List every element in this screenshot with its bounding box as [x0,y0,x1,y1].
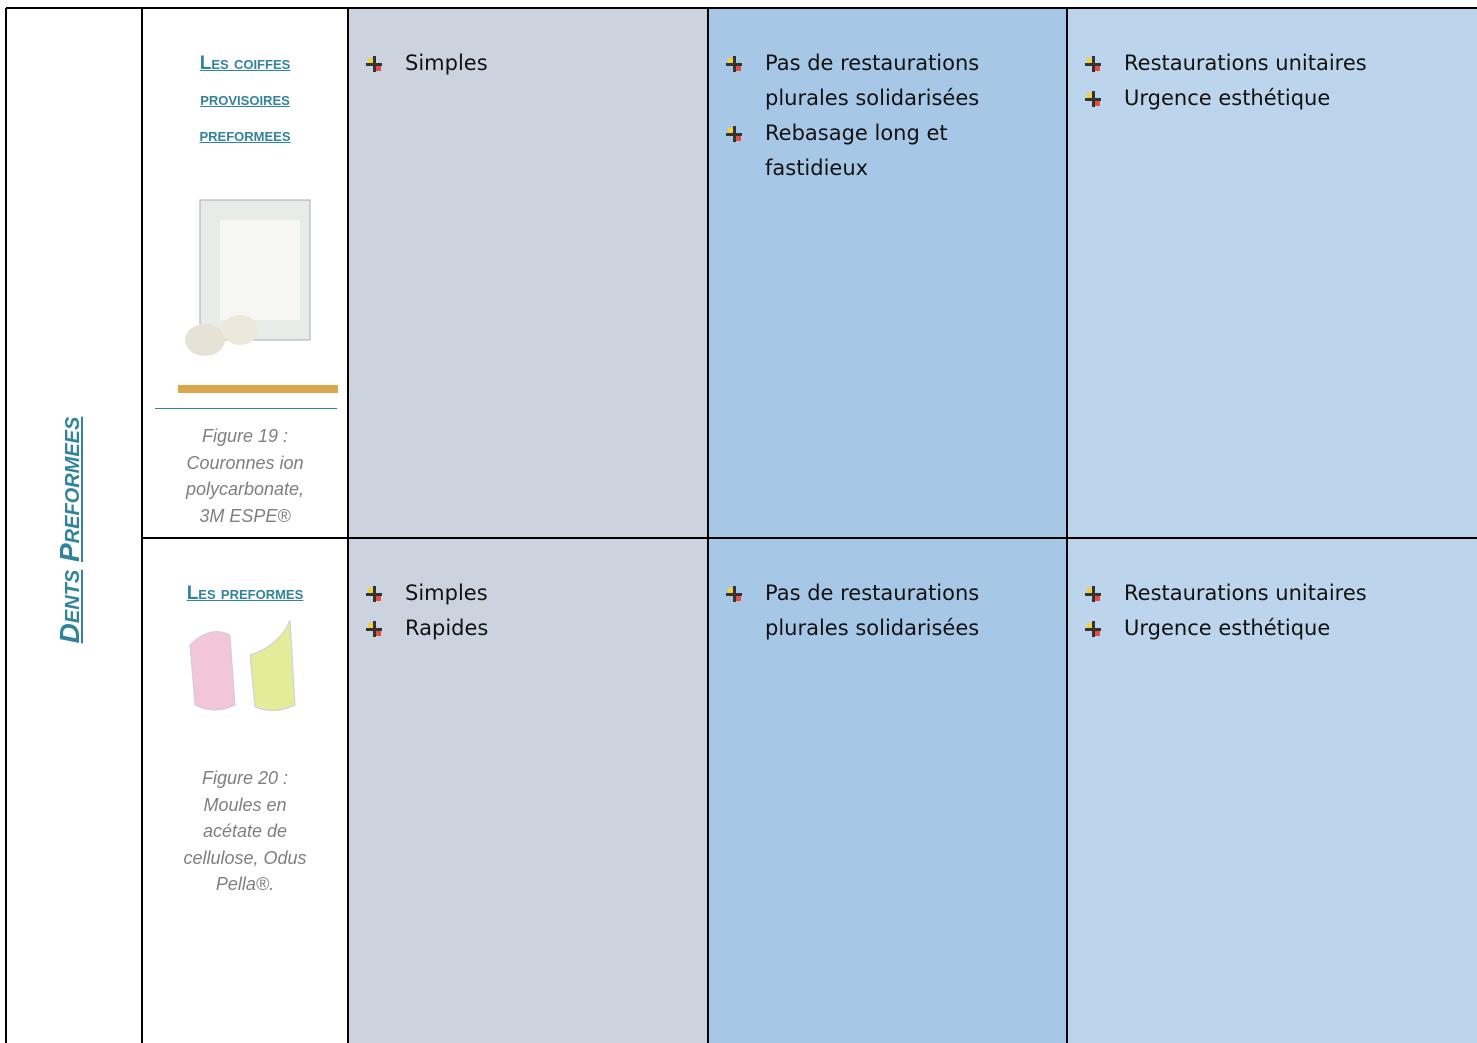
tray [178,385,338,393]
figure-caption: cellulose, Odus [183,847,307,868]
crown [222,315,258,345]
bullet-icon [1085,621,1101,637]
column-bg [1067,8,1477,1043]
list-item: Simples [405,581,488,605]
bullet-icon [366,621,382,637]
mold [189,631,236,711]
bullet-icon [726,586,742,602]
bullet-icon [366,586,382,602]
border [707,8,709,1043]
column-bg [708,8,1067,1043]
list-item: Urgence esthétique [1124,616,1331,640]
list-item: Pas de restaurations plurales solidarisé… [765,581,980,640]
bullet-icon [726,56,742,72]
border [1066,8,1068,1043]
list-item: Simples [405,51,488,75]
list-item: Restaurations unitaires [1124,51,1367,75]
border [141,8,143,1043]
bullet-icon [726,126,742,142]
row-border [142,537,1477,539]
figure-caption: 3M ESPE® [199,505,291,526]
figure-caption: polycarbonate, [185,479,305,499]
bullet-icon [1085,586,1101,602]
product-image [178,199,338,393]
bullet-icon [1085,91,1101,107]
border [347,8,349,1043]
figure-caption: Figure 19 : [201,426,289,446]
bullet-icon [1085,56,1101,72]
border [5,8,7,1043]
list-item: Rebasage long et fastidieux [765,121,948,180]
list-item: Pas de restaurations plurales solidarisé… [765,51,980,110]
figure-caption: Moules en [203,794,287,815]
list-item: Urgence esthétique [1124,86,1331,110]
side-label-part: Dents [54,569,85,644]
bullet-icon [366,56,382,72]
figure-caption: acétate de [202,821,288,841]
column-bg [348,8,708,1043]
mold [249,619,296,711]
row-title: preformees [199,125,291,146]
figure-rule [155,408,337,409]
figure-caption: Figure 20 : [201,768,289,788]
top-border [6,7,1477,9]
figure-caption: Couronnes ion [186,452,304,473]
crown [185,324,225,356]
product-image [189,619,296,711]
row-title: Les coiffes [199,53,291,74]
list-item: Restaurations unitaires [1124,581,1367,605]
label [220,220,300,320]
row-title: Les preformes [186,583,304,604]
row-title: provisoires [200,89,290,110]
side-label: Dents Preformees [54,417,86,644]
side-label-part: Preformees [54,416,85,563]
figure-caption: Pella®. [215,874,275,894]
list-item: Rapides [405,616,489,640]
